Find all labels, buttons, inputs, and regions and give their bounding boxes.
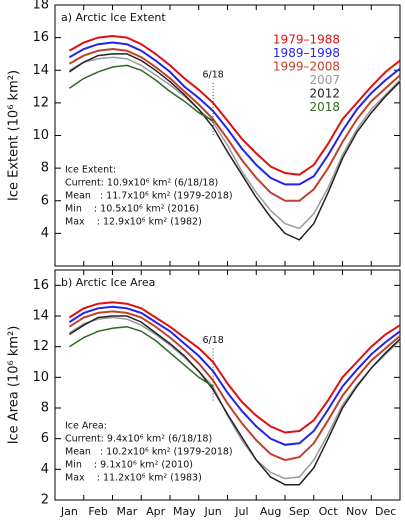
series-line — [68, 325, 214, 388]
x-tick-label: Nov — [346, 505, 368, 518]
y-tick-label: 8 — [41, 401, 49, 416]
legend-entry: 1999–2008 — [273, 60, 340, 74]
y-tick-label: 6 — [41, 431, 49, 446]
panel-title: a) Arctic Ice Extent — [61, 11, 166, 24]
legend-entry: 1989–1998 — [273, 46, 340, 60]
legend-entry: 2018 — [309, 100, 340, 114]
x-tick-label: Jan — [60, 505, 78, 518]
series-line — [68, 53, 401, 241]
info-text: Max : 11.2x10⁶ km² (1983) — [65, 473, 202, 484]
x-tick-label: Dec — [375, 505, 396, 518]
series-line — [68, 47, 401, 202]
x-tick-label: Aug — [260, 505, 281, 518]
y-tick-label: 6 — [41, 193, 49, 208]
y-tick-label: 12 — [32, 339, 49, 354]
y-tick-label: 2 — [41, 493, 49, 508]
legend-entry: 1979–1988 — [273, 33, 340, 47]
series-line — [68, 41, 401, 186]
x-tick-label: Feb — [88, 505, 107, 518]
series-line — [68, 34, 401, 176]
y-tick-label: 18 — [32, 0, 49, 13]
series-line — [68, 64, 214, 122]
y-axis-label: Ice Area (10⁶ km²) — [7, 326, 22, 445]
y-tick-label: 10 — [32, 128, 49, 143]
x-tick-label: Jun — [204, 505, 222, 518]
x-tick-label: Jul — [234, 505, 248, 518]
info-text: Min : 9.1x10⁶ km² (2010) — [65, 460, 193, 471]
y-tick-label: 4 — [41, 226, 49, 241]
x-tick-label: May — [173, 505, 196, 518]
y-tick-label: 12 — [32, 95, 49, 110]
y-axis-label: Ice Extent (10⁶ km²) — [7, 70, 22, 201]
panel-title: b) Arctic Ice Area — [61, 276, 155, 289]
y-tick-label: 14 — [32, 309, 49, 324]
info-text: Ice Area: — [65, 421, 107, 432]
info-text: Min : 10.5x10⁶ km² (2016) — [65, 204, 199, 215]
info-text: Ice Extent: — [65, 165, 116, 176]
marker-label: 6/18 — [202, 69, 223, 80]
legend-entry: 2012 — [309, 87, 340, 101]
y-tick-label: 4 — [41, 462, 49, 477]
info-text: Max : 12.9x10⁶ km² (1982) — [65, 217, 202, 228]
info-text: Mean : 11.7x10⁶ km² (1979-2018) — [65, 191, 233, 202]
y-tick-label: 16 — [32, 30, 49, 45]
y-tick-label: 10 — [32, 370, 49, 385]
marker-label: 6/18 — [202, 335, 223, 346]
x-tick-label: Oct — [319, 505, 339, 518]
series-line — [68, 305, 401, 446]
x-tick-label: Apr — [146, 505, 166, 518]
series-line — [69, 56, 401, 230]
series-line — [68, 301, 401, 434]
y-tick-label: 14 — [32, 63, 49, 78]
series-line — [68, 310, 401, 462]
series-line — [68, 315, 401, 486]
x-tick-label: Mar — [116, 505, 137, 518]
info-text: Current: 9.4x10⁶ km² (6/18/18) — [65, 434, 212, 445]
legend-entry: 2007 — [309, 73, 340, 87]
info-text: Current: 10.9x10⁶ km² (6/18/18) — [65, 178, 218, 189]
y-tick-label: 8 — [41, 161, 49, 176]
info-text: Mean : 10.2x10⁶ km² (1979-2018) — [65, 447, 233, 458]
series-line — [68, 316, 401, 480]
x-tick-label: Sep — [289, 505, 310, 518]
y-tick-label: 16 — [32, 278, 49, 293]
